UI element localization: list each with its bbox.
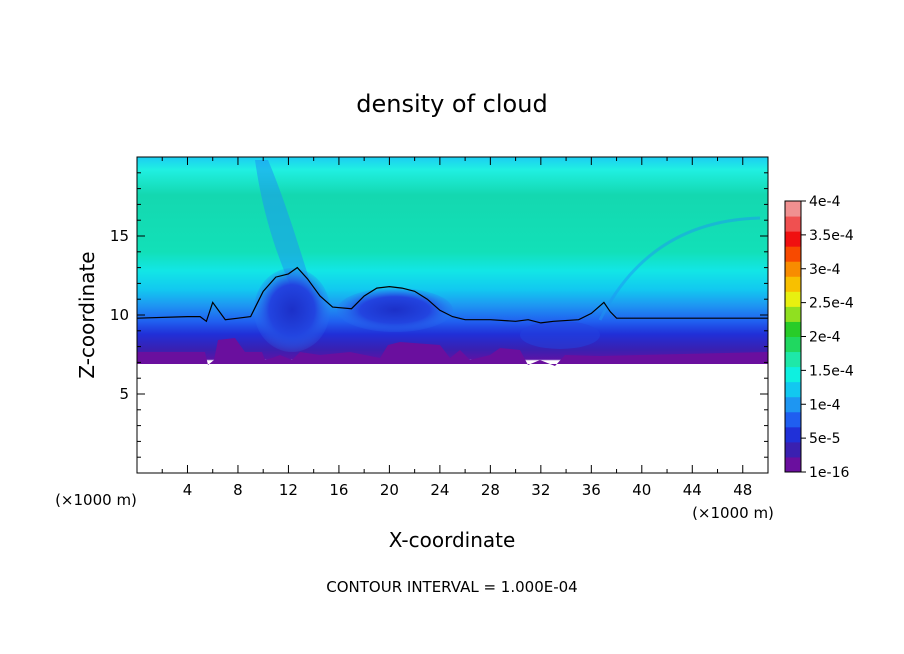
colorbar-swatch (785, 396, 801, 413)
colorbar-swatch (785, 306, 801, 322)
colorbar-swatch (785, 321, 801, 337)
x-tick-label: 44 (683, 481, 702, 499)
colorbar-swatch (785, 246, 801, 262)
colorbar-swatch (785, 351, 801, 368)
y-axis-ticks: 5 10 15 (110, 172, 768, 458)
colorbar-swatch (785, 441, 801, 458)
x-tick-label: 16 (329, 481, 348, 499)
density-field (137, 157, 768, 473)
colorbar-label: 2e-4 (809, 330, 841, 346)
x-tick-label: 28 (481, 481, 500, 499)
x-tick-label: 12 (279, 481, 298, 499)
x-tick-label: 32 (531, 481, 550, 499)
cloud-cell-center (337, 288, 453, 332)
colorbar-swatch (785, 216, 801, 232)
y-tick-label: 10 (110, 306, 129, 324)
colorbar-swatch (785, 276, 801, 292)
colorbar-label: 1.5e-4 (809, 363, 854, 379)
contour-interval-note: CONTOUR INTERVAL = 1.000E-04 (326, 578, 577, 596)
cloud-arc-right (598, 216, 761, 321)
colorbar-swatch (785, 426, 801, 443)
cloud-plume-left (255, 160, 312, 300)
chart-title: density of cloud (356, 90, 547, 118)
cloud-cell-left (254, 268, 330, 352)
colorbar-swatch (785, 366, 801, 383)
y-axis-unit: (×1000 m) (55, 491, 137, 509)
x-axis-label: X-coordinate (389, 528, 516, 552)
colorbar-label: 1e-16 (809, 465, 849, 481)
x-tick-label: 20 (380, 481, 399, 499)
cloud-top-contour (137, 266, 768, 324)
colorbar-label: 3e-4 (809, 262, 841, 278)
x-axis-ticks: 4 8 12 16 20 24 28 32 36 40 44 48 (161, 157, 752, 499)
x-axis-unit: (×1000 m) (692, 504, 774, 522)
x-tick-label: 36 (582, 481, 601, 499)
colorbar-label: 3.5e-4 (809, 228, 854, 244)
colorbar-swatch (785, 291, 801, 307)
colorbar-swatch (785, 336, 801, 353)
colorbar: 1e-16 5e-5 1e-4 1.5e-4 2e-4 2.5e-4 3e-4 3.5e-4 4… (784, 194, 854, 481)
x-tick-label: 8 (233, 481, 243, 499)
plot-area (137, 157, 768, 473)
x-tick-label: 4 (183, 481, 193, 499)
colorbar-swatch (785, 381, 801, 398)
x-tick-label: 48 (733, 481, 752, 499)
colorbar-label: 1e-4 (809, 397, 841, 413)
cloud-cell-right (520, 321, 600, 349)
colorbar-swatch (785, 411, 801, 428)
colorbar-label: 2.5e-4 (809, 296, 854, 312)
x-tick-label: 24 (430, 481, 449, 499)
cloud-base-ragged (137, 338, 768, 366)
colorbar-swatch (785, 456, 801, 473)
colorbar-label: 5e-5 (809, 431, 840, 447)
y-tick-label: 5 (119, 385, 129, 403)
y-tick-label: 15 (110, 227, 129, 245)
colorbar-swatch (785, 261, 801, 277)
colorbar-label: 4e-4 (809, 194, 841, 210)
x-tick-label: 40 (632, 481, 651, 499)
colorbar-swatch (785, 231, 801, 247)
y-axis-label: Z-coordinate (75, 251, 99, 378)
colorbar-swatch (785, 201, 801, 217)
